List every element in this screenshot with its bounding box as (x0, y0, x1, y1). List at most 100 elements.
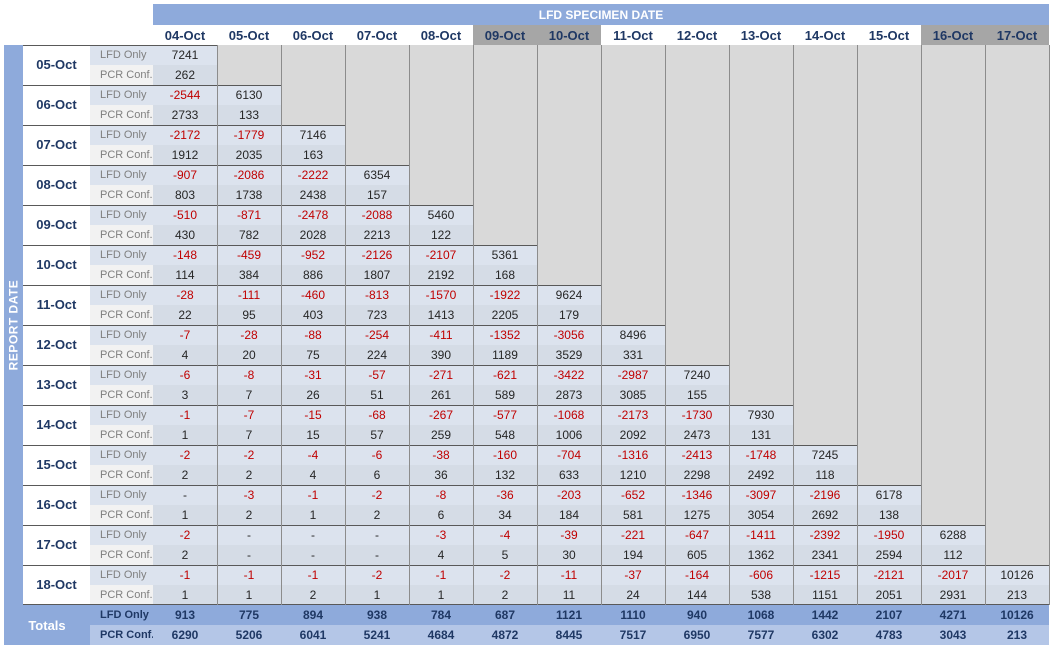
column-separator (345, 45, 346, 605)
pcr-value-cell: 1 (409, 585, 473, 605)
lfd-value-cell: -1346 (665, 485, 729, 505)
specimen-date-header: 10-Oct (537, 25, 601, 45)
pcr-value-cell: 51 (345, 385, 409, 405)
pcr-value-cell: 581 (601, 505, 665, 525)
empty-cell (985, 405, 1049, 445)
lfd-value-cell: -148 (153, 245, 217, 265)
specimen-date-header: 14-Oct (793, 25, 857, 45)
lfd-value-cell: - (153, 485, 217, 505)
lfd-only-label: LFD Only (90, 565, 153, 585)
lfd-value-cell: -952 (281, 245, 345, 265)
pcr-value-cell: 1210 (601, 465, 665, 485)
pcr-value-cell: 132 (473, 465, 537, 485)
lfd-value-cell: -577 (473, 405, 537, 425)
report-date-label: 10-Oct (23, 245, 90, 284)
specimen-date-header: 07-Oct (345, 25, 409, 45)
lfd-value-cell: -1068 (537, 405, 601, 425)
pcr-value-cell: 538 (729, 585, 793, 605)
empty-cell (921, 45, 985, 85)
lfd-only-label: LFD Only (90, 165, 153, 185)
empty-cell (601, 245, 665, 285)
empty-cell (985, 85, 1049, 125)
empty-cell (921, 205, 985, 245)
pcr-value-cell: 163 (281, 145, 345, 165)
total-pcr-cell: 4872 (473, 625, 537, 645)
lfd-value-cell: -36 (473, 485, 537, 505)
pcr-value-cell: 2051 (857, 585, 921, 605)
pcr-conf-label: PCR Conf. (90, 305, 153, 325)
pcr-value-cell: 122 (409, 225, 473, 245)
empty-cell (985, 285, 1049, 325)
total-lfd-cell: 687 (473, 605, 537, 625)
pcr-value-cell: 4 (409, 545, 473, 565)
pcr-value-cell: 1 (345, 585, 409, 605)
pcr-value-cell: 2192 (409, 265, 473, 285)
table-title: LFD SPECIMEN DATE (153, 4, 1049, 25)
lfd-only-label: LFD Only (90, 125, 153, 145)
lfd-value-cell: -28 (153, 285, 217, 305)
empty-cell (281, 45, 345, 85)
pcr-value-cell: 2438 (281, 185, 345, 205)
pcr-value-cell: 11 (537, 585, 601, 605)
column-separator (985, 45, 986, 605)
pcr-value-cell: 2594 (857, 545, 921, 565)
total-lfd-cell: 2107 (857, 605, 921, 625)
empty-cell (665, 125, 729, 165)
empty-cell (601, 285, 665, 325)
empty-cell (793, 165, 857, 205)
total-lfd-cell: 1110 (601, 605, 665, 625)
pcr-value-cell: 6 (345, 465, 409, 485)
pcr-value-cell: 2 (473, 585, 537, 605)
pcr-value-cell: 24 (601, 585, 665, 605)
lfd-only-label: LFD Only (90, 85, 153, 105)
lfd-only-label: LFD Only (90, 405, 153, 425)
pcr-conf-label: PCR Conf. (90, 505, 153, 525)
lfd-value-cell: 7146 (281, 125, 345, 145)
lfd-value-cell: -647 (665, 525, 729, 545)
total-pcr-cell: 6302 (793, 625, 857, 645)
lfd-value-cell: -2 (345, 565, 409, 585)
pcr-value-cell: 26 (281, 385, 345, 405)
empty-cell (473, 85, 537, 125)
lfd-value-cell: -3056 (537, 325, 601, 345)
empty-cell (793, 325, 857, 365)
total-pcr-cell: 3043 (921, 625, 985, 645)
pcr-value-cell: 4 (281, 465, 345, 485)
pcr-value-cell: 2733 (153, 105, 217, 125)
empty-cell (537, 165, 601, 205)
lfd-value-cell: -4 (473, 525, 537, 545)
empty-cell (857, 445, 921, 485)
lfd-value-cell: -68 (345, 405, 409, 425)
lfd-only-label: LFD Only (90, 245, 153, 265)
empty-cell (921, 405, 985, 445)
empty-cell (857, 285, 921, 325)
empty-cell (921, 285, 985, 325)
empty-cell (665, 245, 729, 285)
pcr-value-cell: 3 (153, 385, 217, 405)
lfd-value-cell: 6130 (217, 85, 281, 105)
pcr-value-cell: 3529 (537, 345, 601, 365)
empty-cell (729, 85, 793, 125)
lfd-value-cell: -704 (537, 445, 601, 465)
report-date-label: 09-Oct (23, 205, 90, 244)
pcr-value-cell: 2 (153, 545, 217, 565)
lfd-only-label: LFD Only (90, 485, 153, 505)
report-date-label: 14-Oct (23, 405, 90, 444)
lfd-value-cell: -2126 (345, 245, 409, 265)
empty-cell (793, 45, 857, 85)
row-separator (23, 165, 409, 166)
empty-cell (857, 125, 921, 165)
pcr-value-cell: 114 (153, 265, 217, 285)
empty-cell (601, 45, 665, 85)
total-pcr-cell: 4684 (409, 625, 473, 645)
lfd-value-cell: 7930 (729, 405, 793, 425)
lfd-value-cell: 7241 (153, 45, 217, 65)
lfd-value-cell: -2544 (153, 85, 217, 105)
lfd-value-cell: -7 (153, 325, 217, 345)
pcr-value-cell: 36 (409, 465, 473, 485)
column-separator (921, 45, 922, 605)
pcr-value-cell: 1275 (665, 505, 729, 525)
lfd-value-cell: -1 (153, 405, 217, 425)
lfd-value-cell: -28 (217, 325, 281, 345)
total-lfd-cell: 1121 (537, 605, 601, 625)
